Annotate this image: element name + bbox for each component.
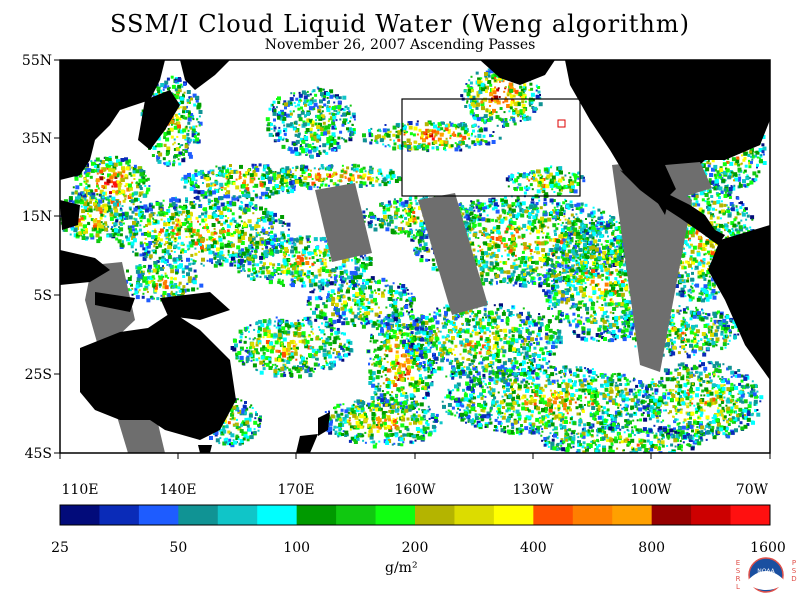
colorbar-unit: g/m² <box>385 560 418 576</box>
lat-tick-label: 35N <box>22 131 52 147</box>
map-subtitle: November 26, 2007 Ascending Passes <box>264 37 536 53</box>
lon-tick-label: 170E <box>278 482 315 498</box>
lat-tick-label: 25S <box>25 367 52 383</box>
colorbar-swatch <box>257 505 298 525</box>
colorbar <box>59 504 771 526</box>
lon-tick-label: 110E <box>62 482 99 498</box>
colorbar-swatch <box>730 505 771 525</box>
colorbar-swatch <box>612 505 653 525</box>
lat-tick-label: 15N <box>22 209 52 225</box>
colorbar-swatch <box>60 505 100 525</box>
colorbar-swatch <box>296 505 337 525</box>
colorbar-label: 25 <box>51 540 69 556</box>
colorbar-swatch <box>533 505 574 525</box>
map-title: SSM/I Cloud Liquid Water (Weng algorithm… <box>109 10 690 38</box>
land-masses <box>60 60 770 453</box>
cloud-water-field <box>60 66 767 453</box>
marker-box <box>557 119 566 128</box>
colorbar-label: 800 <box>638 540 666 556</box>
lon-tick-label: 140E <box>160 482 197 498</box>
lon-tick-label: 70W <box>736 482 769 498</box>
colorbar-swatch <box>138 505 179 525</box>
colorbar-swatch <box>99 505 140 525</box>
colorbar-label: 400 <box>519 540 547 556</box>
colorbar-swatch <box>415 505 455 525</box>
colorbar-swatch <box>178 505 219 525</box>
lat-tick-label: 5S <box>34 288 53 304</box>
colorbar-swatch <box>691 505 732 525</box>
colorbar-swatch <box>375 505 416 525</box>
colorbar-swatch <box>336 505 377 525</box>
colorbar-swatch <box>493 505 534 525</box>
colorbar-label: 200 <box>401 540 429 556</box>
lon-tick-label: 130W <box>512 482 554 498</box>
lon-tick-label: 100W <box>630 482 672 498</box>
colorbar-label: 50 <box>169 540 188 556</box>
lat-tick-label: 45S <box>25 446 52 462</box>
colorbar-swatch <box>217 505 258 525</box>
analysis-box <box>401 98 581 197</box>
lat-tick-label: 55N <box>22 53 52 69</box>
colorbar-swatch <box>454 505 495 525</box>
lon-tick-label: 160W <box>394 482 436 498</box>
colorbar-swatch <box>651 505 692 525</box>
colorbar-label: 100 <box>283 540 311 556</box>
colorbar-label: 1600 <box>750 540 786 556</box>
colorbar-swatch <box>572 505 613 525</box>
logo-center-text: NOAA <box>757 568 775 575</box>
axis-ticks: 55N 35N 15N 5S 25S 45S 110E 140E 170E 160W 130W 100… <box>22 53 771 498</box>
